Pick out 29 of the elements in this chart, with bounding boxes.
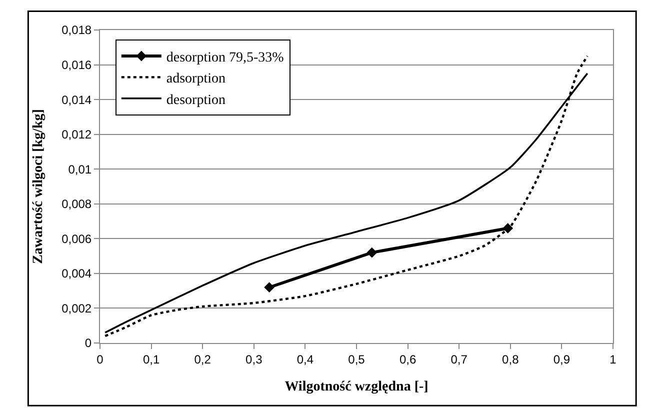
- y-tick-label: 0,014: [62, 92, 92, 107]
- y-tick-label: 0,016: [62, 58, 92, 72]
- y-tick-label: 0,008: [62, 197, 92, 212]
- x-tick-label: 0,8: [502, 352, 520, 366]
- x-tick-label: 0,7: [450, 352, 468, 366]
- y-axis-title: Zawartość wilgoci [kg/kg]: [31, 109, 46, 264]
- y-tick-label: 0,004: [62, 266, 92, 281]
- y-tick-label: 0,012: [62, 128, 92, 142]
- x-tick-label: 0,9: [553, 352, 570, 366]
- point: [366, 247, 378, 258]
- y-tick-label: 0: [84, 336, 92, 350]
- y-tick-label: 0,002: [62, 301, 92, 316]
- x-axis-title: Wilgotność względna [-]: [284, 380, 428, 395]
- y-tick-label: 0,018: [62, 23, 92, 38]
- x-tick-label: 0,2: [194, 352, 212, 366]
- legend-label: desorption 79,5-33%: [166, 50, 284, 66]
- legend-label: adsorption: [166, 72, 226, 87]
- y-tick-label: 0,01: [68, 162, 92, 176]
- x-tick-label: 0,3: [246, 352, 263, 366]
- x-tick-label: 0: [96, 352, 104, 366]
- point: [502, 223, 514, 234]
- x-tick-label: 0,5: [348, 352, 366, 366]
- y-tick-label: 0,006: [62, 232, 92, 246]
- x-tick-label: 0,6: [399, 352, 416, 366]
- x-tick-label: 0,1: [142, 352, 160, 366]
- point: [264, 282, 274, 293]
- legend-label: desorption: [166, 92, 226, 108]
- x-tick-label: 1: [610, 352, 617, 366]
- x-tick-label: 0,4: [296, 352, 314, 366]
